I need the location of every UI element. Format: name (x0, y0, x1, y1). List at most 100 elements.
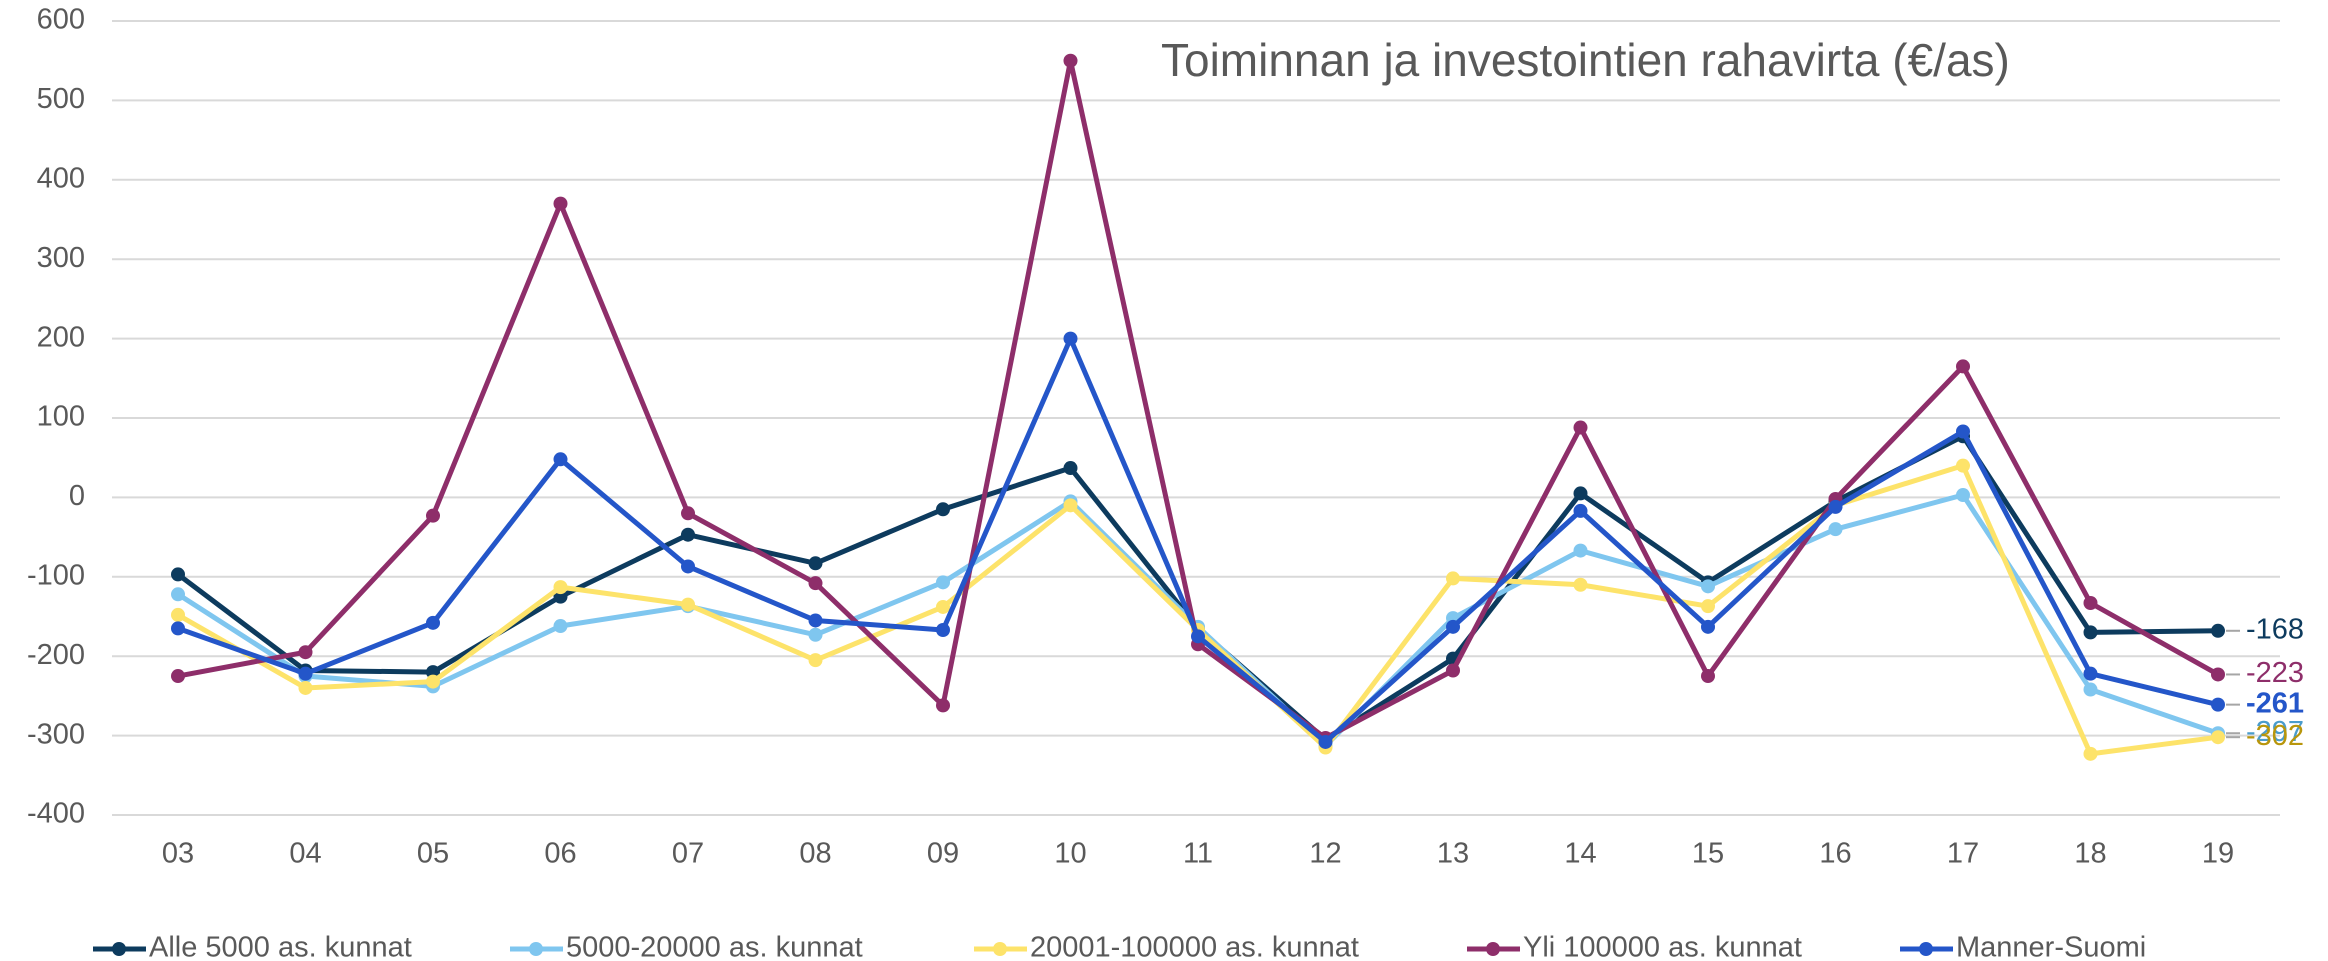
x-tick-label: 12 (1309, 838, 1341, 870)
data-point (1318, 734, 1333, 749)
legend-label: Alle 5000 as. kunnat (149, 932, 412, 961)
x-tick-label: 09 (927, 838, 959, 870)
data-point (553, 580, 568, 595)
data-point (1573, 577, 1588, 592)
data-point (1701, 619, 1715, 634)
data-point (936, 698, 950, 713)
x-tick-label: 05 (417, 838, 449, 870)
x-tick-label: 06 (544, 838, 576, 870)
y-tick-label: 200 (37, 321, 85, 353)
x-tick-label: 17 (1947, 838, 1979, 870)
data-point (2083, 682, 2098, 697)
series-line (177, 336, 2219, 745)
data-point (1956, 359, 1970, 374)
x-tick-label: 13 (1437, 838, 1469, 870)
data-point (1063, 331, 1078, 346)
x-tick-label: 14 (1564, 838, 1596, 870)
legend-label: 20001-100000 as. kunnat (1030, 932, 1359, 961)
data-point (1446, 663, 1460, 678)
data-point (171, 607, 185, 622)
end-label: -302 (2246, 720, 2304, 752)
legend-marker (1919, 942, 1933, 956)
data-point (681, 506, 695, 521)
data-point (936, 599, 950, 614)
x-tick-label: 16 (1819, 838, 1851, 870)
x-tick-label: 03 (162, 838, 194, 870)
data-point (2211, 623, 2225, 638)
data-point (1956, 424, 1970, 439)
y-tick-label: 0 (69, 480, 85, 512)
data-point (2083, 596, 2098, 611)
x-tick-label: 19 (2202, 838, 2234, 870)
data-point (808, 576, 823, 591)
data-point (426, 674, 440, 689)
y-tick-label: -400 (27, 798, 85, 830)
legend-marker (112, 942, 126, 956)
end-label: -223 (2246, 657, 2304, 689)
x-tick-label: 04 (289, 838, 321, 870)
data-point (1828, 499, 1843, 514)
data-point (298, 666, 313, 681)
y-tick-label: -200 (27, 639, 85, 671)
y-tick-label: -100 (27, 559, 85, 591)
data-point (2083, 666, 2098, 681)
data-point (1701, 599, 1715, 614)
data-point (1573, 503, 1588, 518)
data-point (808, 653, 823, 668)
data-point (1446, 619, 1460, 634)
data-point (808, 613, 823, 628)
data-point (171, 669, 185, 684)
y-tick-label: 300 (37, 242, 85, 274)
data-point (681, 527, 695, 542)
x-tick-label: 07 (672, 838, 704, 870)
data-point (171, 567, 185, 582)
data-point (681, 559, 695, 574)
y-tick-label: 100 (37, 401, 85, 433)
data-point (1573, 543, 1588, 558)
data-point (1956, 458, 1970, 473)
data-point (553, 452, 568, 467)
data-point (1063, 461, 1078, 476)
data-point (1446, 571, 1460, 586)
end-label: -261 (2246, 687, 2304, 719)
data-point (298, 645, 313, 660)
data-point (936, 575, 950, 590)
legend-label: Manner-Suomi (1956, 932, 2146, 961)
data-point (936, 502, 950, 517)
data-point (1191, 629, 1205, 644)
data-point (298, 680, 313, 695)
x-tick-label: 18 (2074, 838, 2106, 870)
data-point (2083, 625, 2098, 640)
x-tick-label: 15 (1692, 838, 1724, 870)
end-label: -168 (2246, 613, 2304, 645)
data-point (553, 196, 568, 211)
legend-label: 5000-20000 as. kunnat (566, 932, 863, 961)
x-tick-label: 11 (1183, 838, 1213, 870)
data-point (1573, 486, 1588, 501)
data-point (2211, 697, 2225, 712)
y-tick-label: 600 (37, 4, 85, 36)
data-point (2211, 730, 2225, 745)
data-point (171, 621, 185, 636)
data-point (1828, 522, 1843, 537)
legend-marker (1486, 942, 1500, 956)
data-point (808, 627, 823, 642)
data-point (1701, 579, 1715, 594)
y-tick-label: 400 (37, 162, 85, 194)
x-tick-label: 10 (1054, 838, 1086, 870)
y-tick-label: 500 (37, 83, 85, 115)
data-point (808, 556, 823, 571)
data-point (936, 622, 950, 637)
data-point (2083, 746, 2098, 761)
data-point (1956, 488, 1970, 503)
data-point (171, 587, 185, 602)
data-point (1701, 669, 1715, 684)
y-tick-label: -300 (27, 718, 85, 750)
x-tick-label: 08 (799, 838, 831, 870)
legend-marker (993, 942, 1007, 956)
data-point (1063, 498, 1078, 513)
data-point (426, 508, 440, 523)
legend-label: Yli 100000 as. kunnat (1523, 932, 1802, 961)
data-point (1063, 53, 1078, 68)
